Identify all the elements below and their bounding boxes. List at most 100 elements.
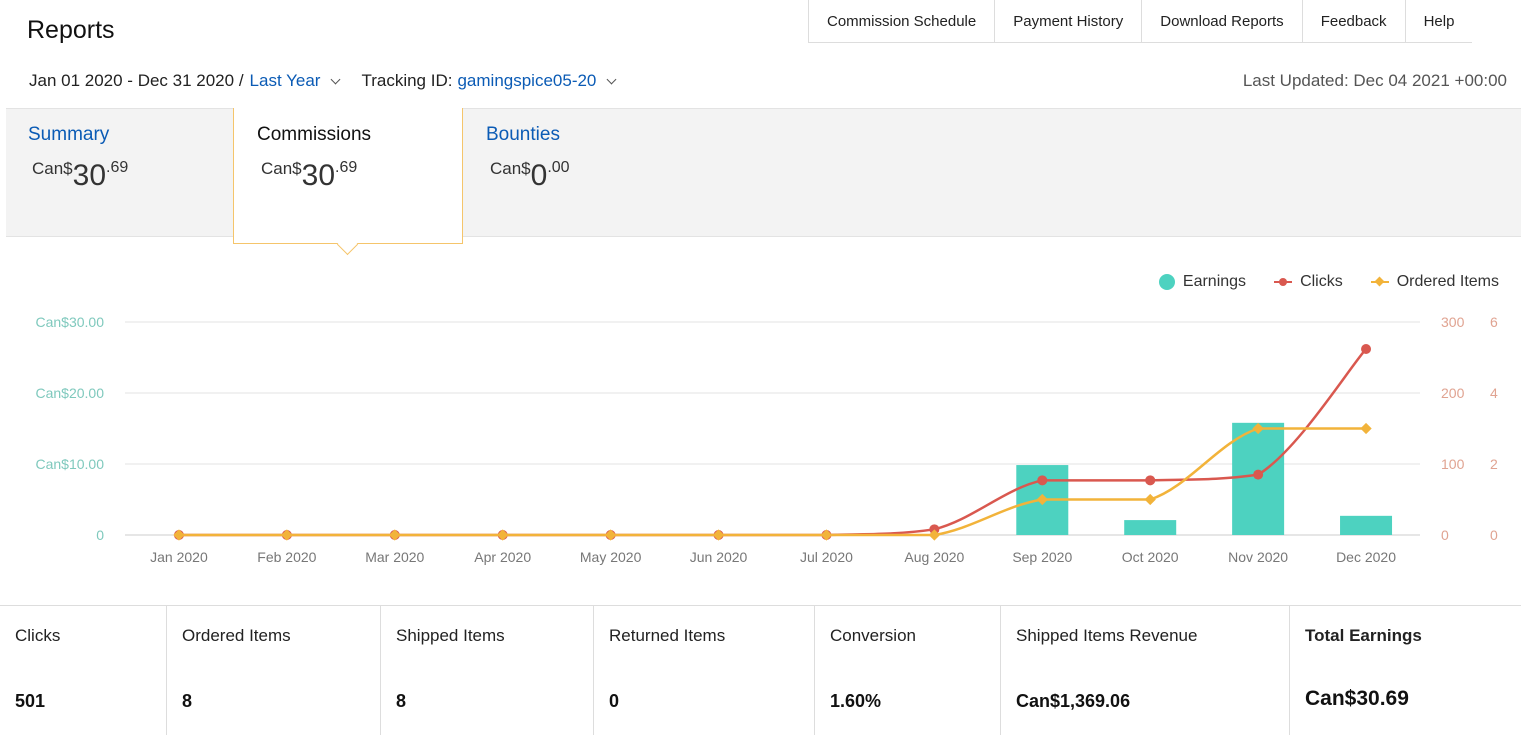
amount-cents: .69 [335,159,358,176]
bounties-tab-label[interactable]: Bounties [486,124,560,145]
metric-label: Conversion [830,626,916,645]
earnings-bar [1124,520,1177,535]
earnings-bar [1340,515,1393,535]
feedback-tab[interactable]: Feedback [1303,0,1406,42]
currency-symbol: Can$ [490,159,531,178]
amount-whole: 30 [301,159,336,192]
tracking-chevron-down-icon[interactable] [606,74,617,84]
clicks-line [178,348,1367,537]
help-tab[interactable]: Help [1423,12,1455,30]
ordered-items-point [173,529,185,541]
legend-earnings-label: Earnings [1182,273,1247,290]
ordered-items-axis-tick: 0 [1490,527,1498,543]
payment-history-tab[interactable]: Payment History [995,0,1143,42]
x-axis-tick: Jul 2020 [800,549,853,565]
ordered-items-point [389,529,401,541]
clicks-point [1145,475,1156,486]
commission-schedule-tab[interactable]: Commission Schedule [809,0,996,42]
amount-cents: .69 [106,159,129,176]
x-axis-tick: Sep 2020 [1012,549,1072,565]
active-tab-highlight [233,108,463,244]
date-range-text: Jan 01 2020 - Dec 31 2020 / [29,71,244,90]
x-axis-tick: Aug 2020 [904,549,964,565]
ordered-items-axis-tick: 6 [1490,314,1498,330]
metric-label: Clicks [15,626,61,645]
bounties-tab[interactable]: Bounties Can$ 0 .00 [486,124,570,192]
x-axis-tick: Dec 2020 [1336,549,1396,565]
ordered-items-point [604,529,617,541]
summary-amount: Can$ 30 .69 [32,156,129,192]
bounties-amount: Can$ 0 .00 [490,156,570,192]
metric-value: 0 [609,691,620,711]
page-title: Reports [27,16,115,44]
metric-value: 8 [396,691,407,711]
amount-cents: .00 [547,159,570,176]
commissions-tab[interactable]: Commissions Can$ 30 .69 [257,124,372,192]
summary-tab[interactable]: Summary Can$ 30 .69 [28,124,129,192]
legend-clicks[interactable]: Clicks [1274,273,1343,291]
legend-ordered-items[interactable]: Ordered Items [1370,273,1499,291]
ordered-items-point [928,529,941,541]
legend-clicks-label: Clicks [1300,273,1343,290]
commissions-tab-label[interactable]: Commissions [257,124,372,145]
left-axis-tick: Can$20.00 [35,385,104,401]
clicks-legend-icon [1274,278,1293,286]
metric-shipped-items: Shipped Items 8 [381,606,594,735]
metric-total-earnings: Total Earnings Can$30.69 [1290,606,1521,735]
clicks-axis-tick: 100 [1441,456,1465,472]
earnings-chart: 0 Can$10.00 Can$20.00 Can$30.00 0 100 200 300 0 2… [0,240,1521,604]
x-axis-tick: Oct 2020 [1122,549,1179,565]
period-chevron-down-icon[interactable] [331,74,341,84]
legend-earnings[interactable]: Earnings [1158,273,1247,291]
chart-svg: 0 Can$10.00 Can$20.00 Can$30.00 0 100 200 300 0 2… [35,314,1498,565]
last-updated: Last Updated: Dec 04 2021 +00:00 [1242,71,1507,90]
metric-clicks: Clicks 501 [0,606,167,735]
left-axis-tick: Can$10.00 [35,456,104,472]
amount-whole: 0 [530,159,548,192]
metric-label: Ordered Items [182,626,291,645]
x-axis-tick: Feb 2020 [257,549,316,565]
metric-shipped-items-revenue: Shipped Items Revenue Can$1,369.06 [1001,606,1290,735]
ordered-items-point [497,529,509,541]
report-filters: Jan 01 2020 - Dec 31 2020 / Last Year Tr… [29,71,625,91]
metric-returned-items: Returned Items 0 [594,606,815,735]
download-reports-tab[interactable]: Download Reports [1142,0,1303,42]
metric-label: Shipped Items [396,626,505,645]
left-axis-tick: 0 [96,527,104,543]
currency-symbol: Can$ [261,159,302,178]
ordered-items-point [1144,493,1156,506]
chart-legend: Earnings Clicks Ordered Items [1131,273,1499,291]
x-axis-tick: May 2020 [580,549,642,565]
tracking-id-dropdown[interactable]: gamingspice05-20 [457,71,597,90]
clicks-axis-tick: 200 [1441,385,1465,401]
ordered-items-point [281,529,293,541]
ordered-items-point [712,529,725,541]
earnings-legend-icon [1158,274,1175,290]
currency-symbol: Can$ [32,159,73,178]
summary-tab-label[interactable]: Summary [28,124,110,145]
x-axis-tick: Mar 2020 [365,549,424,565]
ordered-items-line [178,427,1367,537]
ordered-items-legend-icon [1370,281,1389,283]
ordered-items-point [1036,493,1048,506]
metric-value: 8 [182,691,193,711]
ordered-items-point [820,529,833,541]
clicks-point [929,524,940,535]
ordered-items-point [1360,422,1372,435]
commissions-amount: Can$ 30 .69 [261,156,371,192]
x-axis-tick: Jun 2020 [690,549,748,565]
clicks-point [1253,469,1264,480]
amount-whole: 30 [72,159,107,192]
metric-value: Can$30.69 [1305,687,1409,710]
clicks-axis-tick: 300 [1441,314,1465,330]
ordered-items-point [1252,422,1264,435]
x-axis-tick: Nov 2020 [1228,549,1288,565]
period-dropdown[interactable]: Last Year [249,71,321,90]
metric-conversion: Conversion 1.60% [815,606,1001,735]
metric-label: Returned Items [609,626,726,645]
metric-ordered-items: Ordered Items 8 [167,606,381,735]
clicks-point [1037,475,1048,486]
ordered-items-axis-tick: 2 [1490,456,1498,472]
metric-value: 1.60% [830,691,882,711]
x-axis-tick: Apr 2020 [474,549,531,565]
